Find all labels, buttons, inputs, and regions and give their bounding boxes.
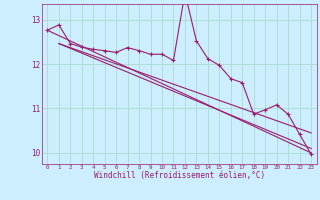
X-axis label: Windchill (Refroidissement éolien,°C): Windchill (Refroidissement éolien,°C): [94, 171, 265, 180]
